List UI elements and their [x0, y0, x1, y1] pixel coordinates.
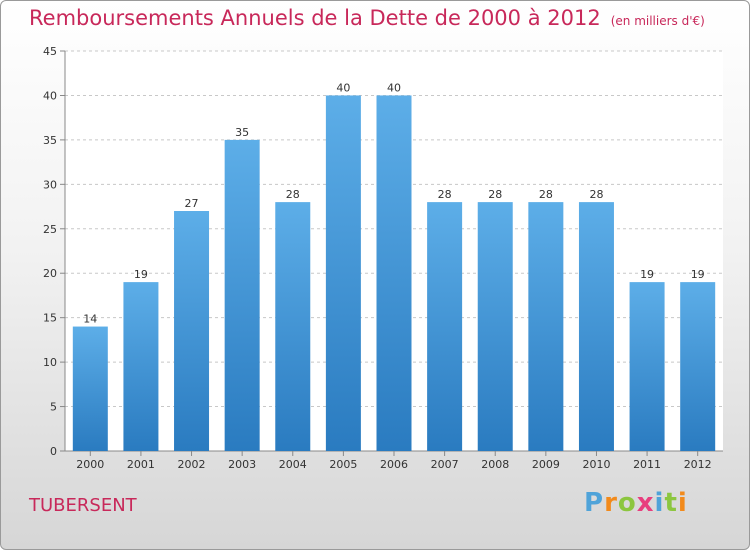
bar-value-label: 28	[589, 188, 603, 201]
x-tick-label: 2007	[431, 458, 459, 471]
logo-letter: r	[604, 488, 618, 518]
x-tick-label: 2006	[380, 458, 408, 471]
x-tick-label: 2000	[76, 458, 104, 471]
bar	[528, 202, 564, 451]
x-tick-label: 2010	[582, 458, 610, 471]
y-tick-label: 5	[50, 401, 57, 414]
y-tick-label: 35	[43, 134, 57, 147]
bar-value-label: 28	[286, 188, 300, 201]
y-tick-label: 0	[50, 445, 57, 458]
y-tick-label: 20	[43, 267, 57, 280]
bar	[629, 282, 665, 451]
bar	[174, 211, 210, 451]
x-tick-label: 2004	[279, 458, 307, 471]
bar-value-label: 28	[539, 188, 553, 201]
logo-letter: i	[654, 488, 665, 518]
y-tick-label: 45	[43, 45, 57, 58]
logo-letter: t	[664, 488, 678, 518]
proxiti-logo: Proxiti	[584, 488, 688, 518]
bar	[275, 202, 311, 451]
logo-letter: P	[584, 488, 605, 518]
bar	[123, 282, 159, 451]
logo-letter: i	[677, 488, 688, 518]
bar-value-label: 40	[336, 81, 350, 94]
bar	[224, 139, 260, 451]
bar-value-label: 28	[438, 188, 452, 201]
bar-value-label: 28	[488, 188, 502, 201]
y-tick-label: 10	[43, 356, 57, 369]
y-tick-label: 25	[43, 223, 57, 236]
chart-title: Remboursements Annuels de la Dette de 20…	[29, 6, 705, 30]
bar-value-label: 40	[387, 81, 401, 94]
bar	[477, 202, 513, 451]
labels: 0 5 10 15 20 25 30 35 40 45 2000 14 2001 19 2002 27 2003…	[43, 45, 712, 471]
y-tick-label: 15	[43, 312, 57, 325]
x-tick-label: 2008	[481, 458, 509, 471]
bar-value-label: 19	[134, 268, 148, 281]
x-tick-label: 2011	[633, 458, 661, 471]
bar	[680, 282, 716, 451]
x-tick-label: 2001	[127, 458, 155, 471]
bar	[325, 95, 361, 451]
y-tick-label: 30	[43, 178, 57, 191]
y-tick-label: 40	[43, 89, 57, 102]
x-tick-label: 2002	[178, 458, 206, 471]
bar-value-label: 27	[185, 197, 199, 210]
logo-letter: o	[617, 488, 637, 518]
commune-name: TUBERSENT	[29, 495, 137, 516]
x-tick-label: 2003	[228, 458, 256, 471]
bar-value-label: 19	[640, 268, 654, 281]
title-text: Remboursements Annuels de la Dette de 20…	[29, 6, 601, 30]
x-tick-label: 2009	[532, 458, 560, 471]
bars	[72, 95, 716, 451]
x-tick-label: 2012	[684, 458, 712, 471]
unit-note: (en milliers d'€)	[610, 14, 705, 28]
bar	[427, 202, 463, 451]
bar-value-label: 35	[235, 126, 249, 139]
bar-value-label: 14	[83, 313, 97, 326]
bar	[578, 202, 614, 451]
bar	[376, 95, 412, 451]
bar-value-label: 19	[691, 268, 705, 281]
x-tick-label: 2005	[329, 458, 357, 471]
logo-letter: x	[636, 488, 655, 518]
bar	[72, 326, 108, 451]
